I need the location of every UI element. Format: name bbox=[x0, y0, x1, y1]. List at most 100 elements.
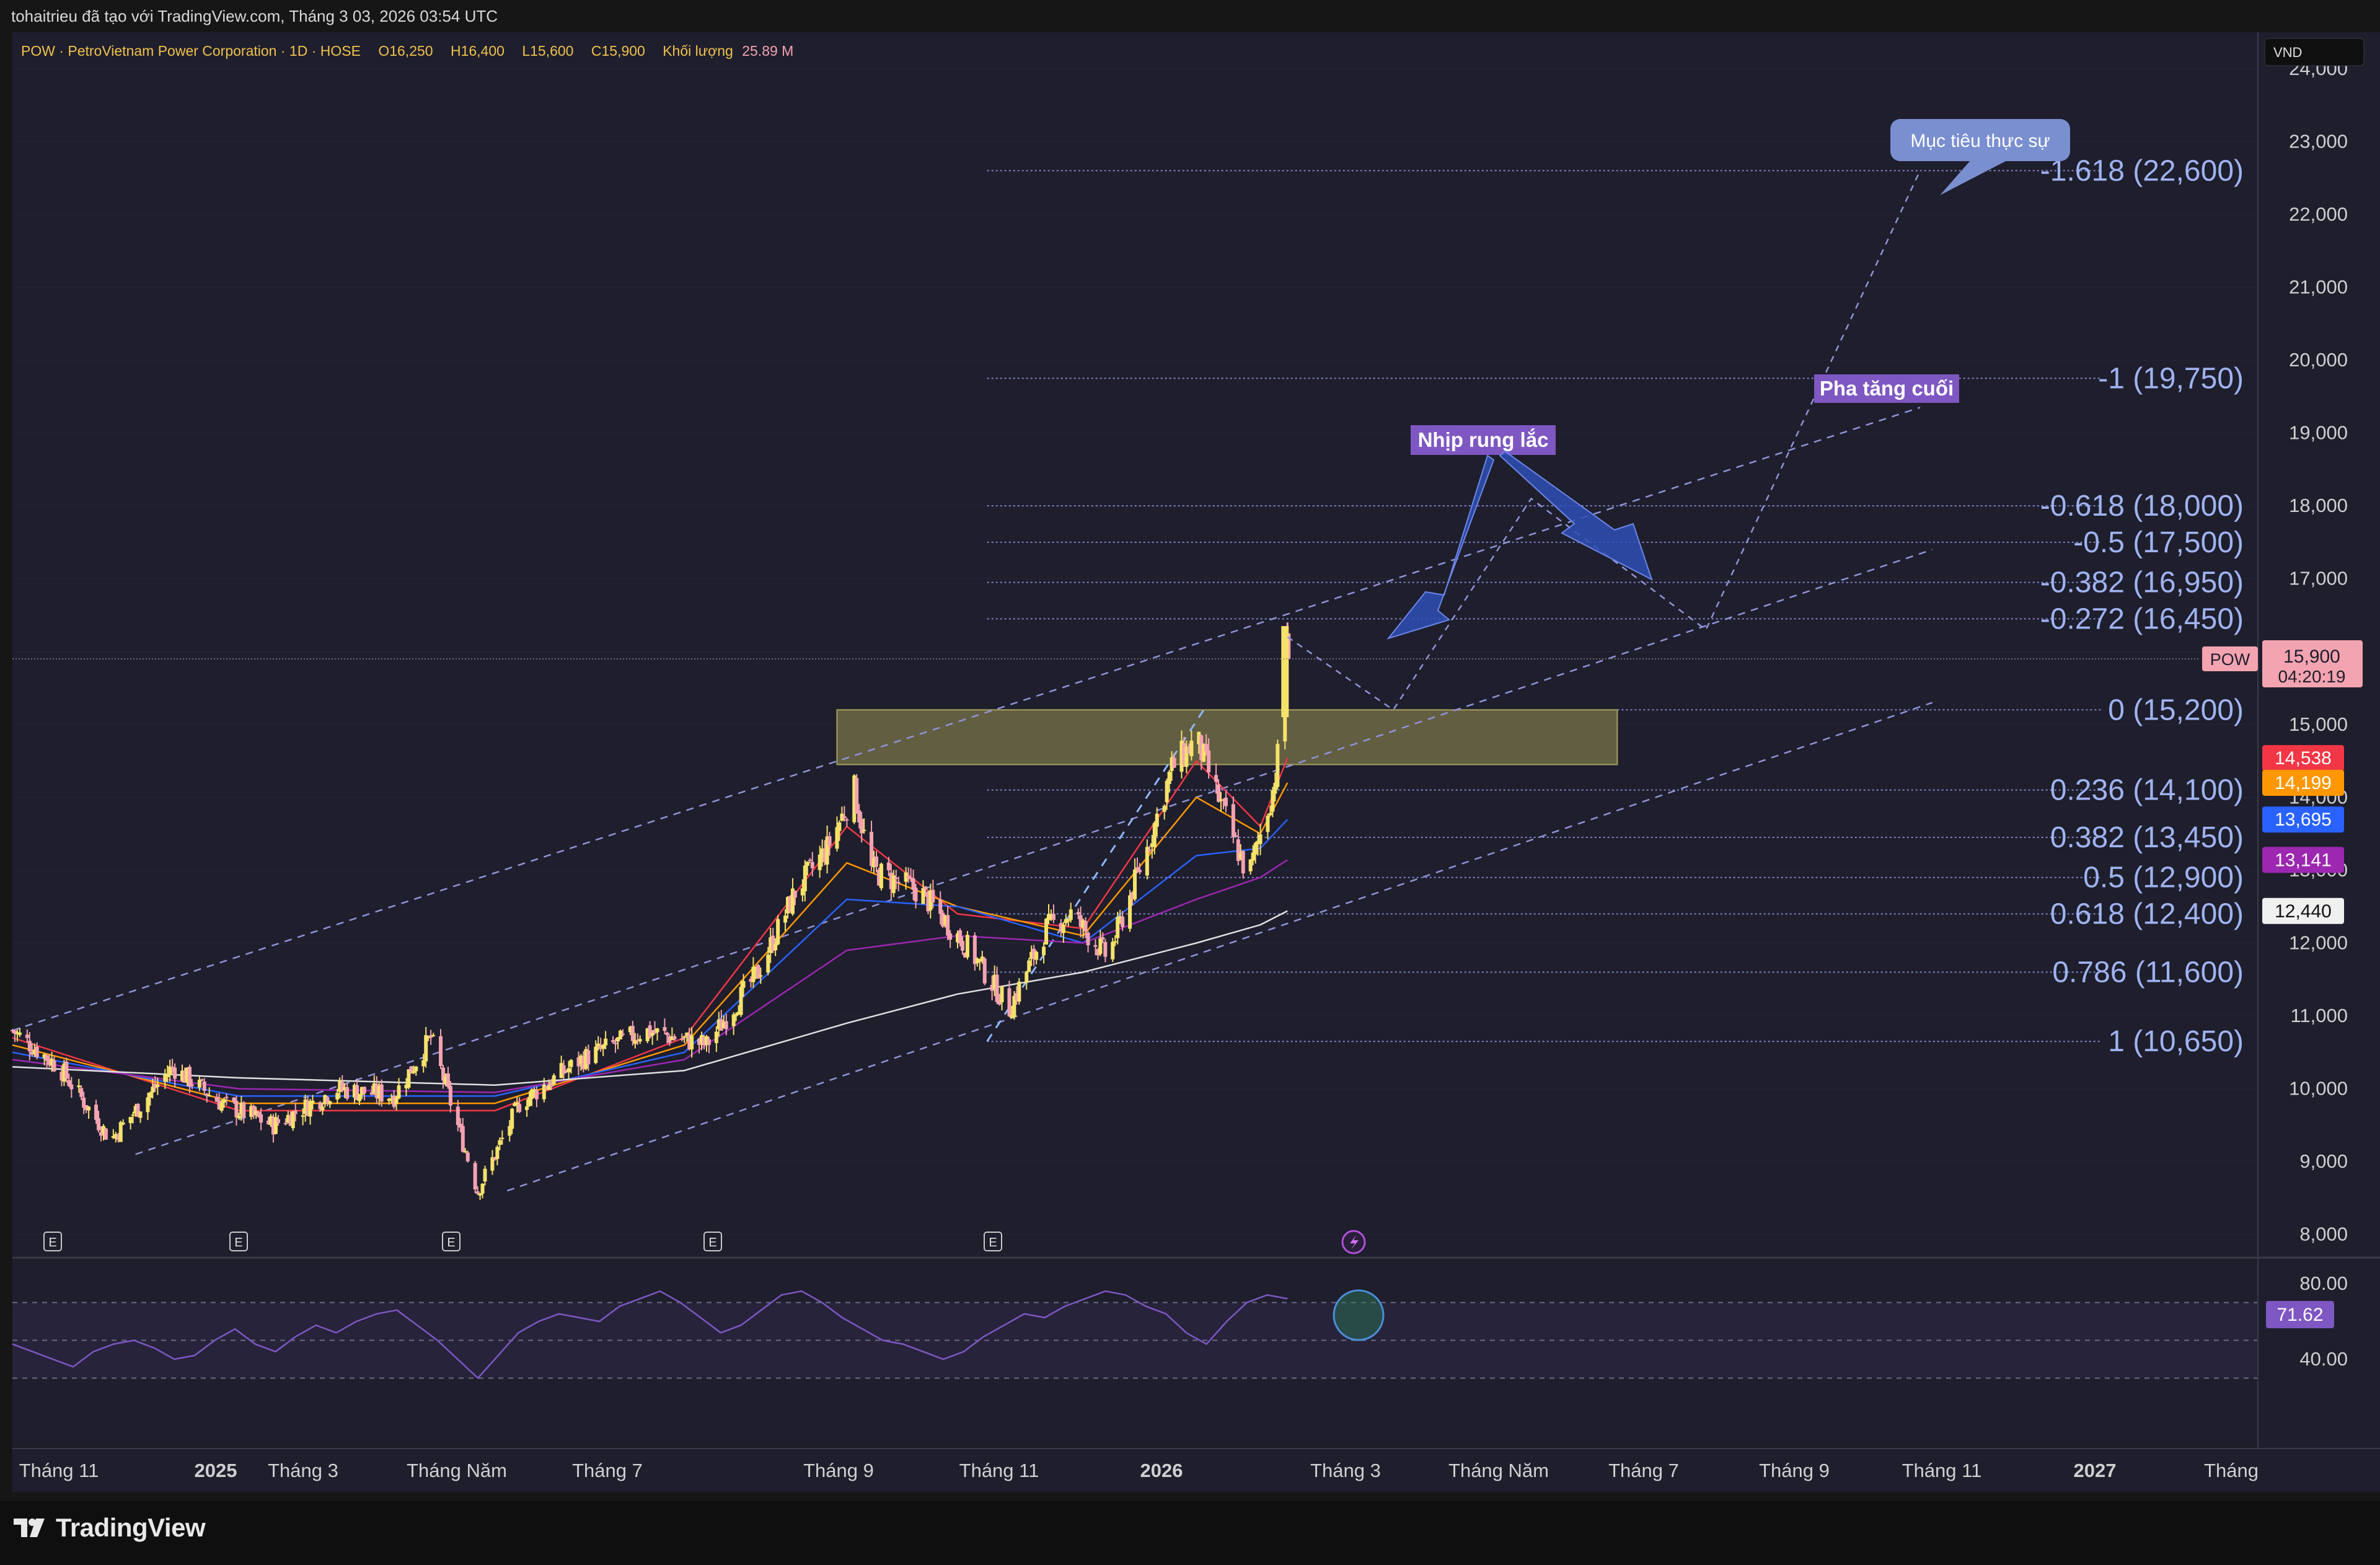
candle-body[interactable] bbox=[724, 1021, 728, 1029]
candle-body[interactable] bbox=[121, 1122, 125, 1125]
candle-body[interactable] bbox=[837, 822, 842, 831]
candle-body[interactable] bbox=[769, 937, 773, 953]
candle-body[interactable] bbox=[670, 1036, 674, 1041]
candle-body[interactable] bbox=[461, 1126, 465, 1152]
candle-body[interactable] bbox=[1083, 921, 1088, 932]
candle-body[interactable] bbox=[131, 1114, 135, 1116]
candle-body[interactable] bbox=[879, 863, 883, 889]
candle-body[interactable] bbox=[586, 1050, 591, 1065]
candle-body[interactable] bbox=[1066, 920, 1070, 922]
candle-body[interactable] bbox=[790, 888, 795, 914]
candle-body[interactable] bbox=[630, 1026, 635, 1041]
candle-body[interactable] bbox=[490, 1157, 495, 1171]
candle-body[interactable] bbox=[458, 1124, 462, 1128]
candle-body[interactable] bbox=[190, 1084, 194, 1086]
candle-body[interactable] bbox=[909, 878, 913, 879]
candle-body[interactable] bbox=[259, 1114, 263, 1123]
candle-body[interactable] bbox=[293, 1110, 298, 1114]
candle-body[interactable] bbox=[1179, 741, 1184, 772]
candle-body[interactable] bbox=[429, 1035, 433, 1038]
candle-body[interactable] bbox=[288, 1115, 293, 1126]
candle-body[interactable] bbox=[566, 1068, 571, 1072]
candle-body[interactable] bbox=[27, 1041, 32, 1052]
candle-body[interactable] bbox=[620, 1033, 625, 1035]
candle-body[interactable] bbox=[965, 935, 969, 958]
candle-body[interactable] bbox=[714, 1031, 718, 1043]
earnings-marker[interactable] bbox=[442, 1232, 461, 1251]
candle-body[interactable] bbox=[62, 1064, 66, 1082]
rsi-value-tag[interactable] bbox=[2266, 1301, 2334, 1328]
candle-body[interactable] bbox=[254, 1111, 258, 1114]
candle-body[interactable] bbox=[702, 1036, 706, 1046]
candle-body[interactable] bbox=[441, 1067, 446, 1081]
candle-body[interactable] bbox=[845, 819, 849, 821]
candle-body[interactable] bbox=[911, 878, 915, 890]
candle-body[interactable] bbox=[972, 935, 977, 964]
candle-body[interactable] bbox=[1207, 750, 1211, 773]
candle-body[interactable] bbox=[1268, 813, 1272, 816]
candle-body[interactable] bbox=[97, 1118, 101, 1131]
trend-channel-line[interactable] bbox=[135, 549, 1933, 1155]
candle-body[interactable] bbox=[822, 849, 827, 863]
candle-body[interactable] bbox=[308, 1101, 312, 1117]
candle-body[interactable] bbox=[67, 1080, 71, 1087]
candle-body[interactable] bbox=[926, 891, 930, 912]
candle-body[interactable] bbox=[1121, 916, 1125, 927]
candle-body[interactable] bbox=[995, 974, 999, 1002]
candles-layer[interactable] bbox=[11, 622, 1291, 1201]
candle-body[interactable] bbox=[372, 1083, 376, 1093]
candle-body[interactable] bbox=[431, 1034, 436, 1036]
price-axis-background[interactable] bbox=[2259, 32, 2380, 1448]
candle-body[interactable] bbox=[805, 862, 809, 866]
projection-path[interactable] bbox=[1287, 170, 1921, 712]
candle-body[interactable] bbox=[1012, 995, 1016, 1017]
candle-body[interactable] bbox=[424, 1035, 428, 1062]
candle-body[interactable] bbox=[1069, 909, 1073, 920]
candle-body[interactable] bbox=[116, 1134, 120, 1140]
candle-body[interactable] bbox=[239, 1103, 244, 1115]
candle-body[interactable] bbox=[146, 1097, 150, 1113]
candle-body[interactable] bbox=[234, 1101, 239, 1118]
annotations-layer[interactable]: Mục tiêu thực sự Pha tăng cuối Nhịp rung l… bbox=[1386, 119, 2070, 640]
candle-body[interactable] bbox=[1081, 920, 1085, 928]
candle-body[interactable] bbox=[1118, 916, 1122, 919]
candle-body[interactable] bbox=[94, 1104, 99, 1120]
candle-body[interactable] bbox=[138, 1111, 143, 1118]
candle-body[interactable] bbox=[958, 930, 963, 944]
candle-body[interactable] bbox=[941, 912, 945, 927]
candle-body[interactable] bbox=[320, 1106, 325, 1111]
candle-body[interactable] bbox=[1086, 932, 1090, 946]
candle-body[interactable] bbox=[183, 1070, 187, 1083]
candle-body[interactable] bbox=[938, 899, 943, 914]
candle-body[interactable] bbox=[495, 1147, 500, 1159]
candle-body[interactable] bbox=[690, 1036, 694, 1050]
candle-body[interactable] bbox=[800, 888, 804, 896]
candle-body[interactable] bbox=[1133, 869, 1137, 900]
final-phase-box[interactable] bbox=[1814, 374, 1959, 403]
candle-body[interactable] bbox=[374, 1084, 379, 1098]
candle-body[interactable] bbox=[232, 1097, 236, 1103]
candle-body[interactable] bbox=[1187, 746, 1191, 754]
candle-body[interactable] bbox=[35, 1046, 39, 1057]
candle-body[interactable] bbox=[200, 1079, 204, 1081]
candle-body[interactable] bbox=[756, 965, 760, 979]
candle-body[interactable] bbox=[788, 896, 792, 912]
candle-body[interactable] bbox=[148, 1092, 152, 1098]
candle-body[interactable] bbox=[842, 816, 847, 818]
candle-body[interactable] bbox=[751, 966, 756, 982]
candle-body[interactable] bbox=[923, 886, 928, 890]
candle-body[interactable] bbox=[766, 954, 770, 973]
candle-body[interactable] bbox=[820, 848, 824, 858]
candle-body[interactable] bbox=[500, 1137, 505, 1139]
candle-body[interactable] bbox=[992, 974, 997, 989]
candle-body[interactable] bbox=[1172, 757, 1176, 768]
candle-body[interactable] bbox=[852, 775, 857, 822]
candle-body[interactable] bbox=[786, 897, 790, 914]
candle-body[interactable] bbox=[1197, 731, 1201, 744]
candle-body[interactable] bbox=[286, 1114, 290, 1123]
candle-body[interactable] bbox=[1096, 949, 1100, 956]
candle-body[interactable] bbox=[170, 1067, 175, 1069]
candle-body[interactable] bbox=[42, 1054, 46, 1059]
candle-body[interactable] bbox=[224, 1096, 229, 1098]
candle-body[interactable] bbox=[529, 1089, 534, 1100]
